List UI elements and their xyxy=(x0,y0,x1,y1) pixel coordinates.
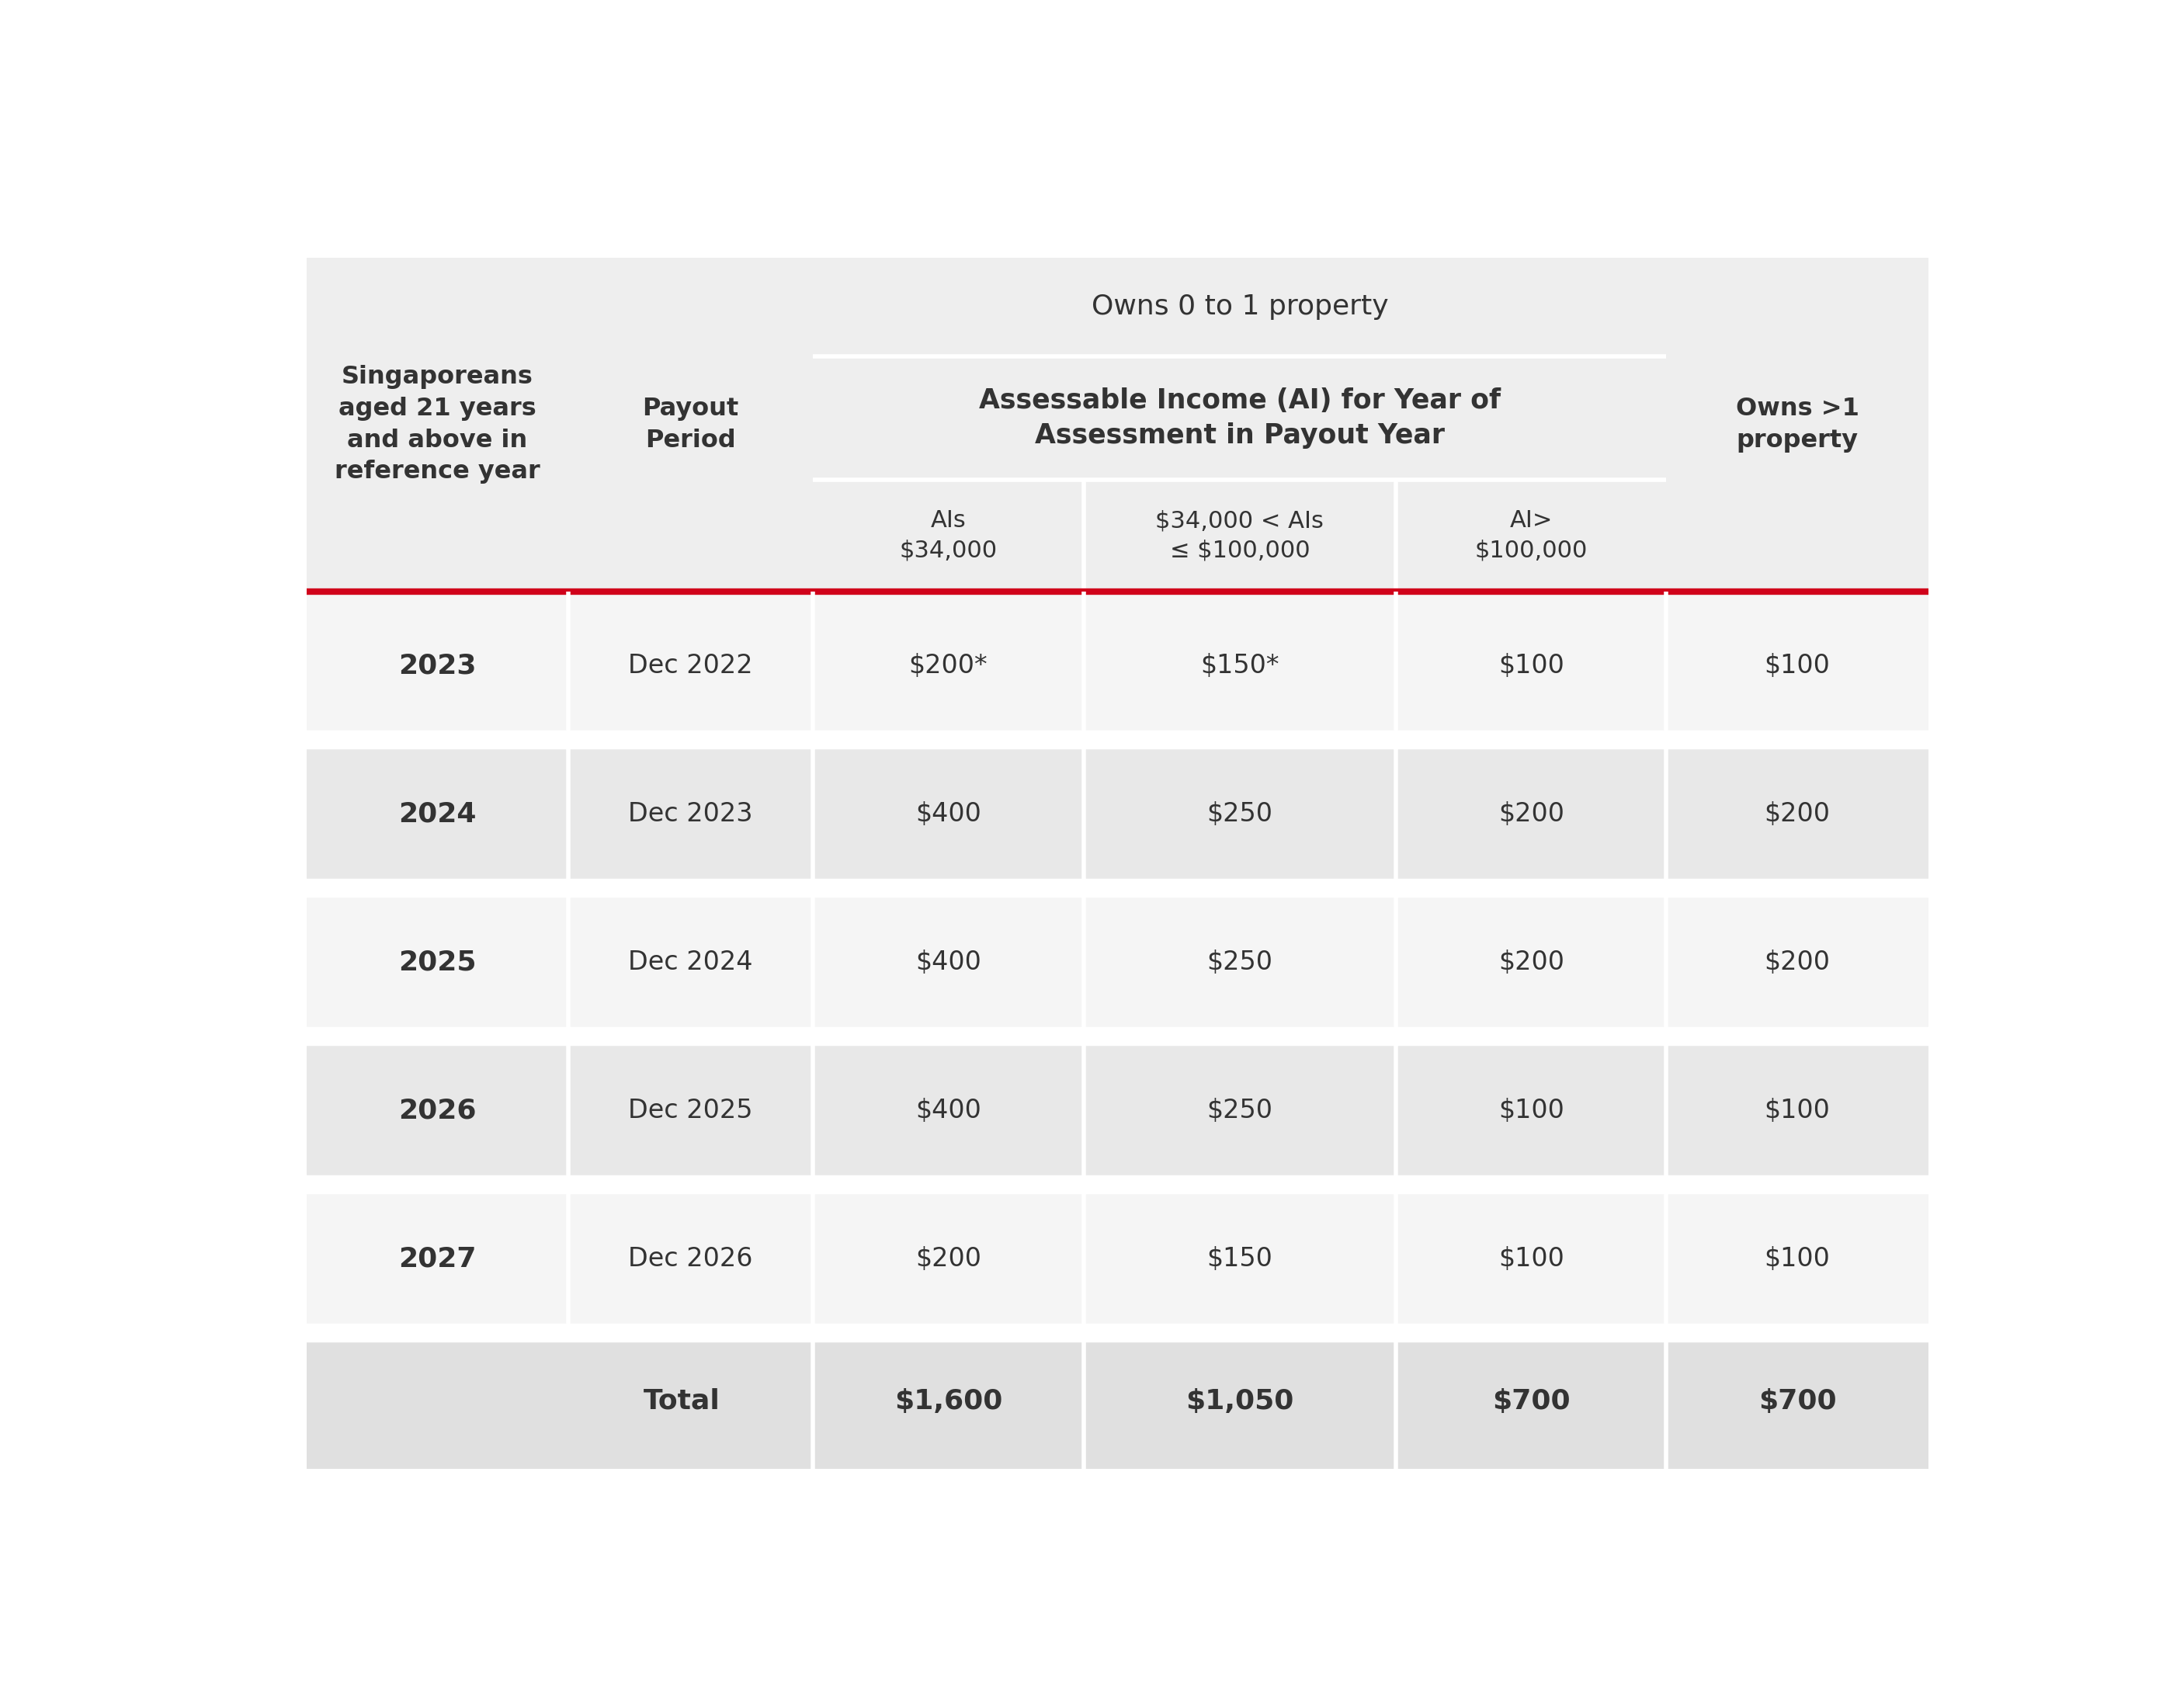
Bar xyxy=(1395,888,1666,1037)
Text: $100: $100 xyxy=(1764,1098,1831,1124)
Bar xyxy=(305,1334,569,1469)
Bar xyxy=(813,888,1083,1037)
Text: $250: $250 xyxy=(1208,801,1273,827)
Text: $700: $700 xyxy=(1491,1389,1570,1414)
Text: $400: $400 xyxy=(916,950,981,975)
Text: $200: $200 xyxy=(1498,950,1565,975)
Bar xyxy=(1395,740,1666,888)
Bar xyxy=(569,1185,813,1334)
Bar xyxy=(1666,1185,1929,1334)
Text: $200: $200 xyxy=(1498,801,1565,827)
Text: $250: $250 xyxy=(1208,950,1273,975)
Text: $200: $200 xyxy=(916,1247,981,1272)
Text: $150: $150 xyxy=(1208,1247,1273,1272)
Bar xyxy=(1395,258,1666,591)
Bar xyxy=(1666,1037,1929,1185)
Bar xyxy=(569,1037,813,1185)
Text: Payout
Period: Payout Period xyxy=(643,396,739,453)
Bar xyxy=(305,591,569,740)
Bar xyxy=(1083,591,1395,740)
Bar xyxy=(1395,591,1666,740)
Bar xyxy=(813,1037,1083,1185)
Bar xyxy=(1083,1334,1395,1469)
Text: $100: $100 xyxy=(1764,1247,1831,1272)
Bar xyxy=(305,888,569,1037)
Text: $200*: $200* xyxy=(909,652,988,678)
Bar xyxy=(813,740,1083,888)
Text: Singaporeans
aged 21 years
and above in
reference year: Singaporeans aged 21 years and above in … xyxy=(334,366,541,483)
Bar xyxy=(1395,1185,1666,1334)
Text: $200: $200 xyxy=(1764,801,1831,827)
Text: $1,050: $1,050 xyxy=(1186,1389,1295,1414)
Text: $100: $100 xyxy=(1498,1247,1563,1272)
Bar xyxy=(1666,258,1929,591)
Bar xyxy=(1395,1334,1666,1469)
Bar xyxy=(305,1037,569,1185)
Bar xyxy=(569,591,813,740)
Text: AIs
$34,000: AIs $34,000 xyxy=(900,509,996,562)
Text: Dec 2024: Dec 2024 xyxy=(628,950,752,975)
Bar xyxy=(569,258,813,591)
Bar xyxy=(1083,258,1395,591)
Bar xyxy=(1666,1334,1929,1469)
Bar xyxy=(305,258,569,591)
Text: Owns 0 to 1 property: Owns 0 to 1 property xyxy=(1092,294,1389,319)
Text: Dec 2026: Dec 2026 xyxy=(628,1247,752,1272)
Bar xyxy=(1083,1185,1395,1334)
Text: 2027: 2027 xyxy=(399,1245,475,1272)
Text: 2024: 2024 xyxy=(399,801,475,827)
Bar xyxy=(305,1185,569,1334)
Bar xyxy=(813,591,1083,740)
Bar xyxy=(569,1334,813,1469)
Text: $250: $250 xyxy=(1208,1098,1273,1124)
Bar xyxy=(813,258,1083,591)
Bar xyxy=(569,740,813,888)
Text: $100: $100 xyxy=(1498,1098,1563,1124)
Text: Dec 2025: Dec 2025 xyxy=(628,1098,752,1124)
Text: 2025: 2025 xyxy=(399,950,475,975)
Text: 2026: 2026 xyxy=(399,1097,475,1124)
Bar xyxy=(1666,888,1929,1037)
Text: $100: $100 xyxy=(1498,652,1563,678)
Bar xyxy=(569,888,813,1037)
Text: $400: $400 xyxy=(916,1098,981,1124)
Text: $200: $200 xyxy=(1764,950,1831,975)
Bar xyxy=(813,1185,1083,1334)
Text: Dec 2023: Dec 2023 xyxy=(628,801,752,827)
Bar xyxy=(1083,888,1395,1037)
Text: 2023: 2023 xyxy=(399,652,475,678)
Bar xyxy=(813,1334,1083,1469)
Text: $700: $700 xyxy=(1759,1389,1836,1414)
Text: $150*: $150* xyxy=(1201,652,1280,678)
Text: Dec 2022: Dec 2022 xyxy=(628,652,752,678)
Text: $1,600: $1,600 xyxy=(894,1389,1003,1414)
Bar xyxy=(1083,1037,1395,1185)
Text: AI>
$100,000: AI> $100,000 xyxy=(1474,509,1587,562)
Bar xyxy=(1395,1037,1666,1185)
Bar xyxy=(305,740,569,888)
Text: Owns >1
property: Owns >1 property xyxy=(1735,396,1860,453)
Text: $100: $100 xyxy=(1764,652,1831,678)
Bar xyxy=(1666,591,1929,740)
Text: Assessable Income (AI) for Year of
Assessment in Payout Year: Assessable Income (AI) for Year of Asses… xyxy=(979,388,1500,449)
Text: $400: $400 xyxy=(916,801,981,827)
Text: Total: Total xyxy=(643,1389,722,1414)
Text: $34,000 < AIs
≤ $100,000: $34,000 < AIs ≤ $100,000 xyxy=(1155,509,1323,562)
Bar xyxy=(1083,740,1395,888)
Bar xyxy=(1666,740,1929,888)
